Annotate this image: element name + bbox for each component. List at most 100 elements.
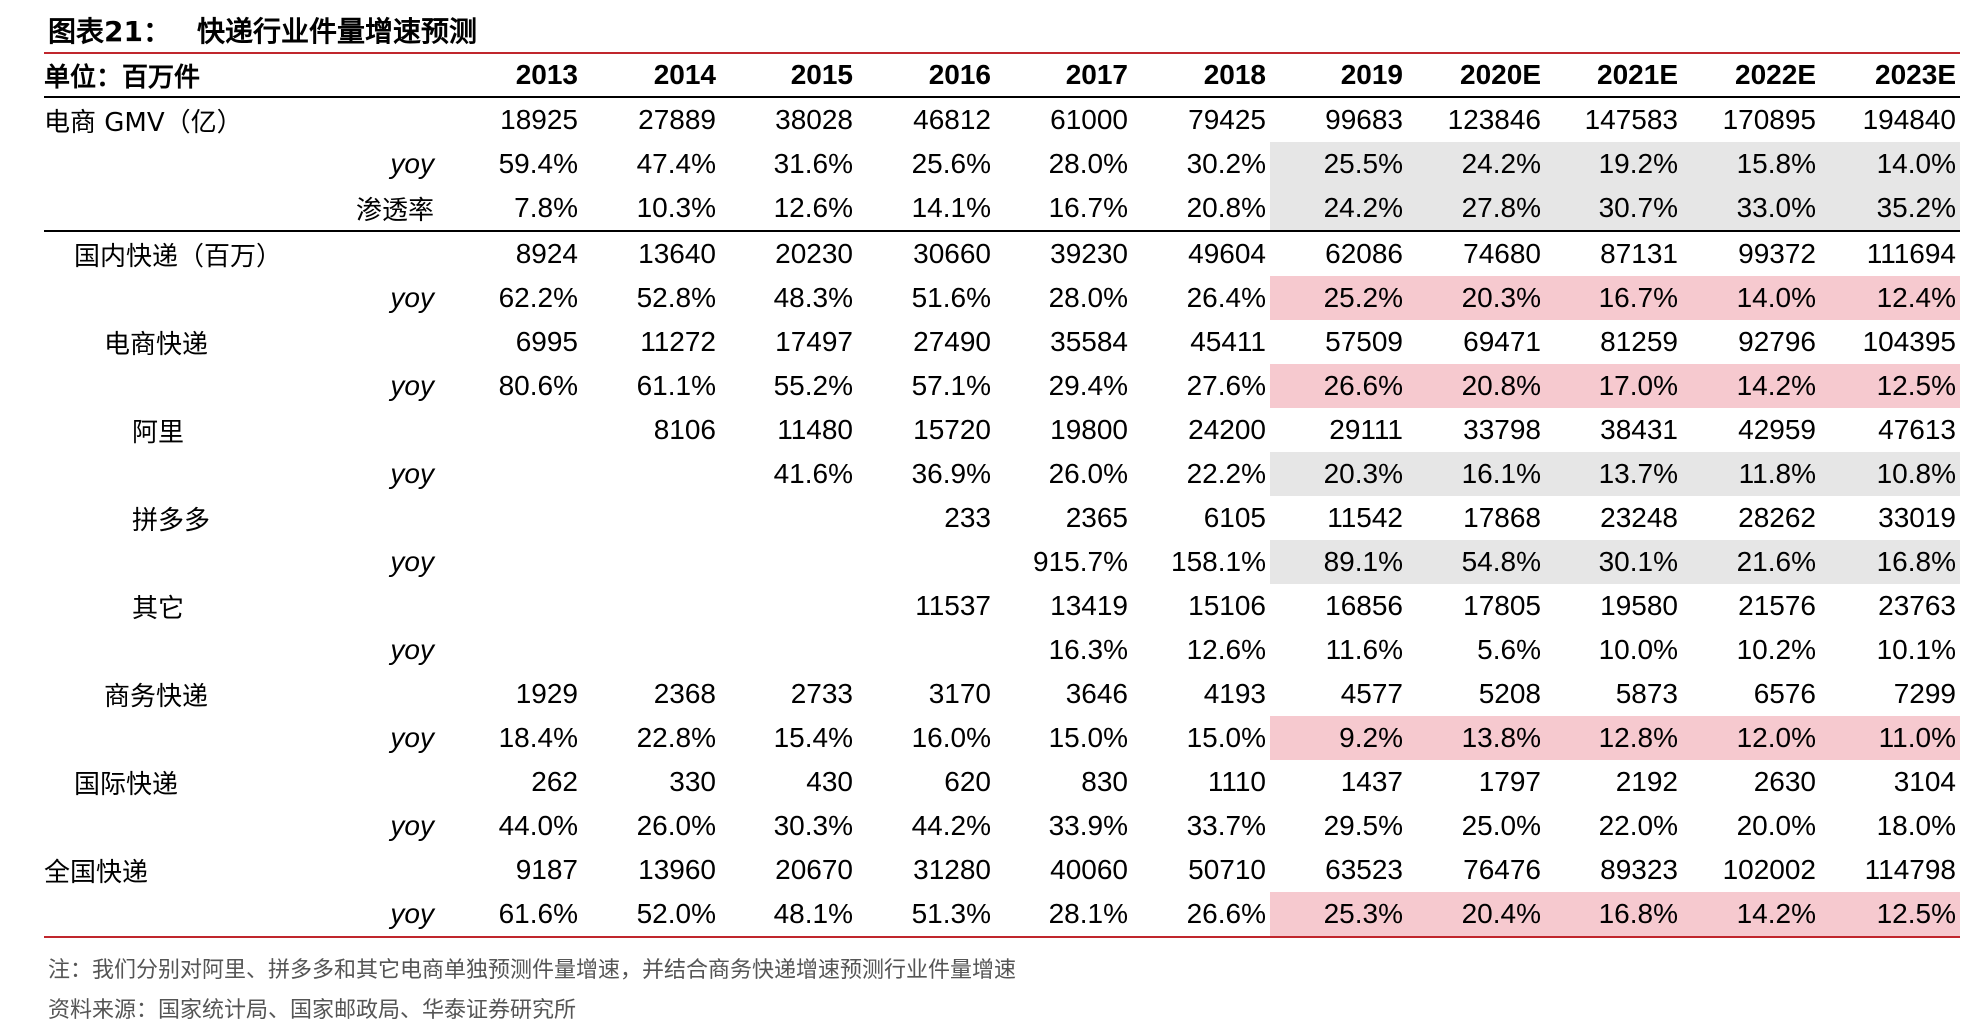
table-cell: [446, 540, 582, 584]
table-cell: 22.8%: [636, 722, 716, 753]
table-cell: [857, 628, 995, 672]
table-cell: 17868: [1463, 502, 1541, 533]
table-cell: 74680: [1407, 230, 1545, 276]
source-note: 资料来源：国家统计局、国家邮政局、华泰证券研究所: [48, 998, 577, 1023]
table-cell: 27889: [638, 104, 716, 135]
year-header: 2021E: [1545, 54, 1682, 98]
table-cell: 24200: [1188, 414, 1266, 445]
table-cell: 14.2%: [1682, 892, 1820, 936]
table-cell: 44.2%: [911, 810, 991, 841]
table-cell: 76476: [1463, 854, 1541, 885]
table-cell: 20.3%: [1270, 452, 1407, 496]
table-cell: 620: [944, 766, 991, 797]
table-cell: 2365: [1065, 502, 1128, 533]
table-cell: 114798: [1864, 854, 1956, 885]
table-cell: 62086: [1270, 230, 1407, 276]
table-cell: 52.8%: [636, 282, 716, 313]
table-cell: 9.2%: [1270, 716, 1407, 760]
yoy-row: yoy 915.7% 158.1% 89.1% 54.8% 30.1% 21.6% 16.8%: [44, 540, 1960, 584]
table-cell: 262: [531, 766, 578, 797]
table-cell: 92796: [1738, 326, 1816, 357]
table-cell: 1929: [515, 678, 578, 709]
yoy-row: yoy 61.6% 52.0% 48.1% 51.3% 28.1% 26.6% 25.3% 20…: [44, 892, 1960, 936]
row-label: yoy: [390, 458, 434, 489]
table-cell: 48.3%: [773, 282, 853, 313]
table-cell: 15720: [913, 414, 991, 445]
table-cell: 20.8%: [1186, 192, 1266, 223]
yoy-row: yoy 59.4% 47.4% 31.6% 25.6% 28.0% 30.2% 25.5% 24…: [44, 142, 1960, 186]
row-label: yoy: [390, 546, 434, 577]
table-cell: [582, 496, 720, 540]
table-cell: 2733: [790, 678, 853, 709]
table-cell: 54.8%: [1407, 540, 1545, 584]
table-cell: 47613: [1878, 414, 1956, 445]
year-header: 2013: [446, 54, 582, 98]
year-header: 2014: [582, 54, 720, 98]
year-header: 2022E: [1682, 54, 1820, 98]
row-label: yoy: [390, 148, 434, 179]
table-cell: 39230: [995, 230, 1132, 276]
row-label: 国内快递（百万）: [44, 230, 446, 276]
table-cell: 20670: [775, 854, 853, 885]
table-cell: 2192: [1615, 766, 1678, 797]
table-cell: 28262: [1738, 502, 1816, 533]
table-cell: 123846: [1447, 104, 1541, 135]
table-cell: 25.5%: [1270, 142, 1407, 186]
table-cell: 30.1%: [1545, 540, 1682, 584]
table-cell: 24.2%: [1407, 142, 1545, 186]
table-cell: 18.4%: [498, 722, 578, 753]
table-cell: 23763: [1878, 590, 1956, 621]
table-cell: 23248: [1600, 502, 1678, 533]
table-cell: 1110: [1207, 766, 1266, 797]
year-header: 2019: [1270, 54, 1407, 98]
table-cell: 16856: [1325, 590, 1403, 621]
table-cell: 42959: [1738, 414, 1816, 445]
table-cell: 17.0%: [1545, 364, 1682, 408]
table-cell: 33.7%: [1186, 810, 1266, 841]
table-cell: 99683: [1325, 104, 1403, 135]
table-cell: 12.4%: [1820, 276, 1960, 320]
table-cell: 19580: [1600, 590, 1678, 621]
table-cell: 7.8%: [514, 192, 578, 223]
table-cell: [582, 584, 720, 628]
table-row: 全国快递 9187 13960 20670 31280 40060 50710 63523 76…: [44, 848, 1960, 892]
table-cell: 57509: [1325, 326, 1403, 357]
table-cell: 33798: [1463, 414, 1541, 445]
table-cell: 830: [1081, 766, 1128, 797]
table-cell: 111694: [1820, 230, 1960, 276]
table-cell: 430: [806, 766, 853, 797]
table-cell: 29.4%: [1048, 370, 1128, 401]
year-header: 2020E: [1407, 54, 1545, 98]
table-cell: 61.6%: [498, 898, 578, 929]
table-cell: 12.8%: [1545, 716, 1682, 760]
table-cell: 1437: [1340, 766, 1403, 797]
table-cell: 49604: [1132, 230, 1270, 276]
table-cell: 5873: [1615, 678, 1678, 709]
table-cell: 30.3%: [773, 810, 853, 841]
unit-label: 单位：百万件: [44, 54, 446, 98]
table-cell: 31280: [913, 854, 991, 885]
table-cell: 12.5%: [1820, 364, 1960, 408]
table-cell: 3104: [1893, 766, 1956, 797]
bottom-rule: [44, 936, 1960, 938]
table-cell: 89.1%: [1270, 540, 1407, 584]
table-cell: 15.0%: [1048, 722, 1128, 753]
table-cell: 11480: [777, 414, 853, 445]
table-cell: 27.6%: [1186, 370, 1266, 401]
table-cell: 69471: [1463, 326, 1541, 357]
table-cell: [582, 628, 720, 672]
table-cell: 6995: [515, 326, 578, 357]
table-cell: 52.0%: [636, 898, 716, 929]
yoy-row: yoy 62.2% 52.8% 48.3% 51.6% 28.0% 26.4% 25.2% 20…: [44, 276, 1960, 320]
table-cell: 35584: [1050, 326, 1128, 357]
table-cell: 28.1%: [1048, 898, 1128, 929]
table-cell: 38431: [1600, 414, 1678, 445]
table-cell: [720, 628, 857, 672]
table-cell: [857, 540, 995, 584]
row-label: 商务快递: [104, 681, 209, 712]
table-cell: 13.7%: [1545, 452, 1682, 496]
table-cell: 59.4%: [498, 148, 578, 179]
table-cell: 12.6%: [1186, 634, 1266, 665]
table-cell: 6105: [1203, 502, 1266, 533]
table-cell: 17805: [1463, 590, 1541, 621]
